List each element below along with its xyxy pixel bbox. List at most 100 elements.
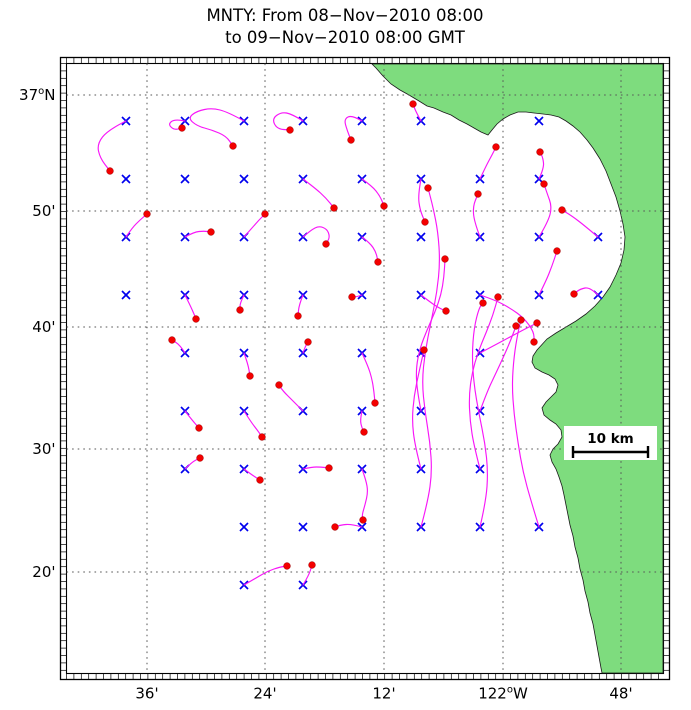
- grid-x-marker: [121, 290, 131, 300]
- trajectory-end-dot: [325, 464, 333, 472]
- trajectory-end-dot: [236, 306, 244, 314]
- trajectory-end-dot: [196, 454, 204, 462]
- trajectory-end-dot: [570, 290, 578, 298]
- trajectory-path: [278, 384, 304, 412]
- trajectory-end-dot: [380, 202, 388, 210]
- trajectory-end-dot: [246, 372, 254, 380]
- scale-bar-backing: [564, 426, 657, 460]
- trajectory-path: [243, 410, 263, 438]
- trajectory-end-dot: [331, 523, 339, 531]
- trajectory-path: [361, 352, 376, 404]
- trajectory-end-dot: [229, 142, 237, 150]
- lat-tick-label: 37oN: [19, 86, 55, 104]
- trajectory-end-dot: [261, 210, 269, 218]
- trajectory-path: [471, 302, 488, 528]
- frame-inner: [65, 62, 665, 675]
- trajectory-end-dot: [347, 136, 355, 144]
- trajectory-end-dot: [258, 433, 266, 441]
- trajectory-path: [169, 119, 186, 130]
- trajectory-end-dot: [286, 126, 294, 134]
- grid-x-marker: [180, 174, 190, 184]
- trajectory-path: [243, 468, 261, 481]
- trajectory-end-dot: [494, 293, 502, 301]
- trajectory-path: [538, 151, 545, 180]
- trajectory-end-dot: [275, 381, 283, 389]
- trajectory-path: [479, 146, 497, 180]
- trajectory-end-dot: [540, 180, 548, 188]
- trajectory-path: [297, 294, 304, 317]
- trajectory-path: [302, 466, 330, 470]
- trajectory-path: [479, 322, 538, 354]
- trajectory-end-dot: [192, 315, 200, 323]
- trajectory-end-dot: [168, 336, 176, 344]
- lat-tick-label: 20': [32, 563, 55, 581]
- trajectory-end-dot: [195, 424, 203, 432]
- trajectory-path: [334, 523, 363, 528]
- grid-x-marker: [416, 232, 426, 242]
- trajectory-end-dot: [143, 210, 151, 218]
- grid-x-marker: [239, 174, 249, 184]
- trajectory-end-dot: [420, 346, 428, 354]
- trajectory-path: [243, 352, 251, 377]
- plot-content: 10 km 37oN 50' 40' 30' 20' 36' 24' 12' 122oW 48': [19, 56, 671, 703]
- trajectories: [97, 103, 599, 586]
- end-dots: [106, 100, 578, 570]
- trajectory-path: [302, 564, 313, 586]
- trajectory-path: [184, 410, 200, 429]
- lon-tick-label: 48': [609, 685, 632, 703]
- trajectory-path: [344, 115, 363, 141]
- trajectory-end-dot: [106, 167, 114, 175]
- scale-bar: 10 km: [564, 426, 657, 460]
- trajectory-end-dot: [409, 100, 417, 108]
- trajectory-path: [361, 468, 368, 521]
- graticule: [66, 63, 664, 674]
- trajectory-path: [184, 294, 197, 320]
- trajectory-path: [273, 112, 304, 131]
- trajectory-end-dot: [553, 247, 561, 255]
- plot-title-line1: MNTY: From 08−Nov−2010 08:00: [206, 6, 483, 25]
- lat-tick-label: 40': [32, 318, 55, 336]
- trajectory-end-dot: [530, 338, 538, 346]
- trajectory-path: [472, 193, 481, 238]
- trajectory-path: [415, 258, 446, 412]
- trajectory-path: [418, 178, 426, 223]
- trajectory-end-dot: [536, 148, 544, 156]
- trajectory-end-dot: [474, 190, 482, 198]
- trajectory-end-dot: [348, 293, 356, 301]
- trajectory-path: [243, 565, 288, 586]
- map-frame: [59, 56, 671, 681]
- trajectory-end-dot: [359, 516, 367, 524]
- trajectory-end-dot: [371, 399, 379, 407]
- trajectory-end-dot: [424, 184, 432, 192]
- grid-x-marker: [121, 174, 131, 184]
- map-area: 10 km: [66, 63, 664, 674]
- trajectory-path: [479, 325, 517, 412]
- trajectory-path: [125, 213, 148, 238]
- trajectory-end-dot: [441, 255, 449, 263]
- trajectory-path: [302, 226, 330, 245]
- trajectory-path: [97, 120, 127, 172]
- trajectory-path: [243, 213, 266, 238]
- trajectory-path: [361, 236, 379, 263]
- lat-tick-label: 30': [32, 440, 55, 458]
- lon-tick-label: 122oW: [478, 685, 528, 703]
- trajectory-end-dot: [304, 338, 312, 346]
- coastline-polygon: [371, 63, 664, 674]
- trajectory-path: [561, 209, 599, 238]
- trajectory-end-dot: [479, 299, 487, 307]
- trajectory-end-dot: [294, 312, 302, 320]
- grid-x-marker: [239, 522, 249, 532]
- trajectory-end-dot: [360, 428, 368, 436]
- trajectory-end-dot: [512, 322, 520, 330]
- grid-x-marker: [534, 116, 544, 126]
- axis-labels: 37oN 50' 40' 30' 20' 36' 24' 12' 122oW 48': [19, 86, 633, 703]
- trajectory-end-dot: [178, 124, 186, 132]
- lon-tick-label: 12': [372, 685, 395, 703]
- trajectory-end-dot: [308, 561, 316, 569]
- lon-tick-label: 36': [135, 685, 158, 703]
- trajectory-path: [538, 183, 552, 238]
- trajectory-end-dot: [517, 316, 525, 324]
- frame-outer: [59, 56, 671, 681]
